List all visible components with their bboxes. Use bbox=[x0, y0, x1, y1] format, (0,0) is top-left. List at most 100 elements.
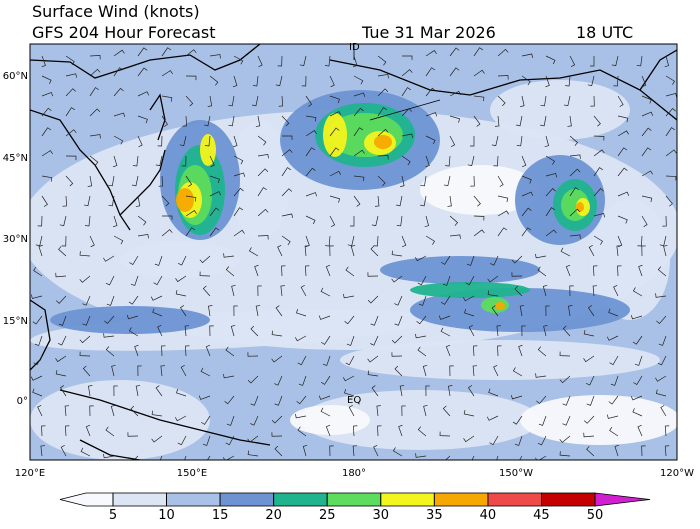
wind-barb bbox=[641, 111, 654, 117]
wind-barb bbox=[617, 215, 628, 224]
wind-barb bbox=[128, 295, 139, 305]
wind-barb bbox=[641, 245, 646, 257]
wind-barb bbox=[89, 108, 101, 117]
wind-barb bbox=[376, 405, 381, 417]
wind-barb bbox=[439, 455, 451, 460]
wind-barb bbox=[257, 135, 267, 146]
wind-barb bbox=[225, 266, 235, 277]
wind-barb bbox=[209, 75, 219, 86]
wind-barb bbox=[396, 195, 403, 207]
wind-barb bbox=[329, 75, 335, 88]
wind-barb bbox=[105, 426, 115, 437]
wind-barb bbox=[65, 107, 75, 117]
wind-barb bbox=[536, 395, 547, 405]
wind-barb bbox=[352, 445, 358, 457]
wind-barb bbox=[367, 370, 379, 377]
colorbar: 5 10 15 20 25 30 35 40 45 50 bbox=[59, 492, 651, 523]
wind-barb bbox=[176, 389, 187, 397]
wind-barb bbox=[137, 233, 149, 239]
wind-barb bbox=[132, 155, 139, 167]
wind-barb bbox=[473, 69, 485, 77]
wind-barb bbox=[302, 444, 308, 457]
wind-barb bbox=[401, 405, 406, 417]
wind-barb bbox=[113, 49, 125, 57]
wind-barb bbox=[613, 284, 619, 297]
wind-barb bbox=[658, 335, 667, 346]
wind-barb bbox=[320, 407, 331, 417]
wind-barb bbox=[82, 315, 91, 326]
wind-barb bbox=[392, 447, 403, 457]
wind-barb bbox=[325, 424, 331, 437]
wind-speed-area bbox=[290, 405, 370, 435]
wind-barb bbox=[32, 315, 43, 325]
wind-barb bbox=[469, 135, 475, 147]
wind-barb bbox=[104, 315, 115, 325]
wind-barb bbox=[202, 285, 211, 297]
wind-speed-area bbox=[323, 113, 347, 157]
wind-barb bbox=[665, 108, 676, 117]
wind-barb bbox=[137, 67, 148, 77]
wind-barb bbox=[223, 373, 235, 379]
wind-speed-area bbox=[230, 120, 290, 240]
wind-barb bbox=[103, 453, 115, 459]
wind-barb bbox=[521, 207, 532, 217]
wind-barb bbox=[199, 271, 211, 277]
wind-barb bbox=[135, 385, 141, 397]
wind-barb bbox=[449, 135, 456, 148]
wind-barb bbox=[370, 315, 379, 326]
wind-barb bbox=[569, 135, 579, 146]
wind-barb bbox=[301, 75, 307, 87]
wind-barb bbox=[41, 150, 53, 157]
wind-barb bbox=[89, 155, 99, 166]
wind-barb bbox=[57, 335, 67, 346]
wind-barb bbox=[394, 365, 403, 377]
colorbar-low-end bbox=[59, 492, 114, 507]
wind-barb bbox=[247, 375, 259, 384]
wind-barb bbox=[209, 191, 222, 197]
wind-barb bbox=[370, 335, 379, 346]
wind-barb bbox=[586, 446, 595, 457]
wind-barb bbox=[113, 87, 124, 97]
wind-barb bbox=[257, 208, 269, 217]
coastline bbox=[149, 93, 166, 141]
wind-barb bbox=[471, 455, 475, 460]
wind-barb bbox=[85, 424, 91, 437]
wind-barb bbox=[593, 188, 604, 197]
wind-barb bbox=[298, 375, 307, 386]
wind-barb bbox=[30, 294, 43, 299]
wind-barb bbox=[617, 115, 629, 123]
wind-barb bbox=[367, 272, 379, 277]
wind-barb bbox=[305, 192, 318, 197]
model-run: GFS 204 Hour Forecast bbox=[32, 23, 216, 42]
wind-barb bbox=[463, 410, 475, 417]
map-labels: 60°N 45°N 30°N 15°N 0° 120°E 150°E 180° 150°W 120… bbox=[3, 42, 694, 479]
wind-barb bbox=[377, 88, 389, 97]
wind-barb bbox=[257, 153, 269, 159]
wind-speed-area bbox=[410, 288, 630, 332]
wind-barb bbox=[204, 135, 211, 147]
wind-barb bbox=[545, 55, 556, 65]
wind-barb bbox=[562, 415, 571, 426]
wind-barb bbox=[209, 54, 221, 59]
wind-barb bbox=[473, 115, 481, 127]
wind-barb bbox=[518, 344, 523, 357]
wind-barb bbox=[346, 335, 355, 346]
wind-barb bbox=[58, 315, 67, 326]
wind-barb bbox=[637, 235, 643, 247]
wind-barb bbox=[79, 251, 91, 257]
wind-barb bbox=[305, 147, 316, 157]
wind-barb bbox=[318, 395, 331, 400]
wind-barb bbox=[377, 128, 389, 137]
map-frame bbox=[29, 43, 678, 461]
wind-barb bbox=[470, 175, 475, 187]
wind-barb bbox=[449, 90, 462, 97]
wind-barb bbox=[399, 385, 405, 397]
wind-barb bbox=[154, 255, 163, 266]
wind-speed-area bbox=[380, 256, 540, 284]
wind-barb bbox=[185, 195, 197, 202]
wind-barb bbox=[655, 389, 667, 397]
wind-barb bbox=[588, 244, 595, 257]
wind-barb bbox=[79, 335, 91, 344]
wind-barb bbox=[657, 355, 667, 366]
wind-barb bbox=[425, 87, 436, 97]
